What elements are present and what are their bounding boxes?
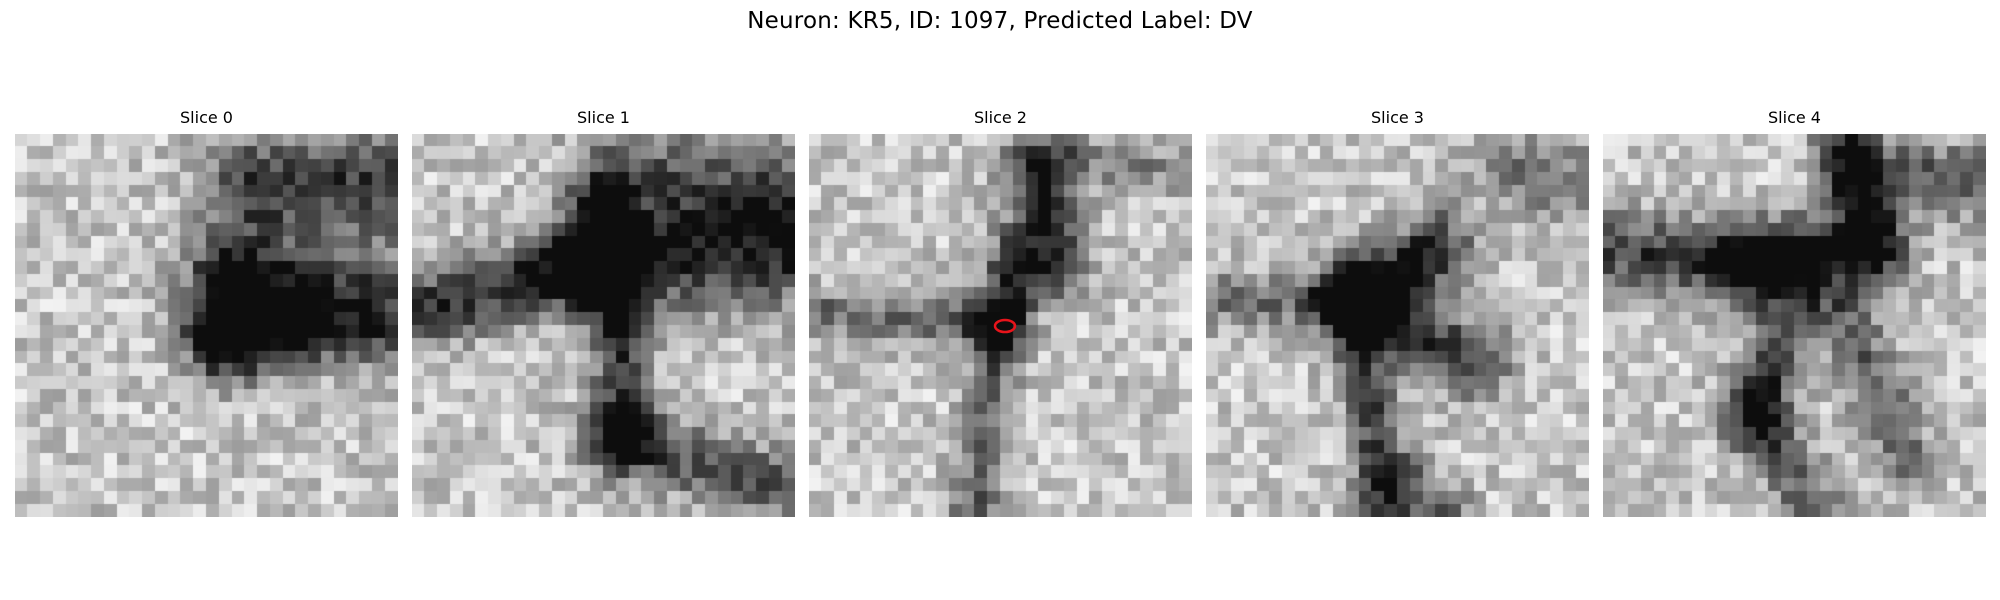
slice-image-3 [1206,134,1589,517]
slice-image-4 [1603,134,1986,517]
slice-image-0 [15,134,398,517]
slice-title-0: Slice 0 [180,108,233,127]
slice-title-4: Slice 4 [1768,108,1821,127]
slice-title-2: Slice 2 [974,108,1027,127]
slice-image-1 [412,134,795,517]
figure-title: Neuron: KR5, ID: 1097, Predicted Label: … [747,8,1253,34]
slice-title-1: Slice 1 [577,108,630,127]
slice-image-2 [809,134,1192,517]
slice-title-3: Slice 3 [1371,108,1424,127]
